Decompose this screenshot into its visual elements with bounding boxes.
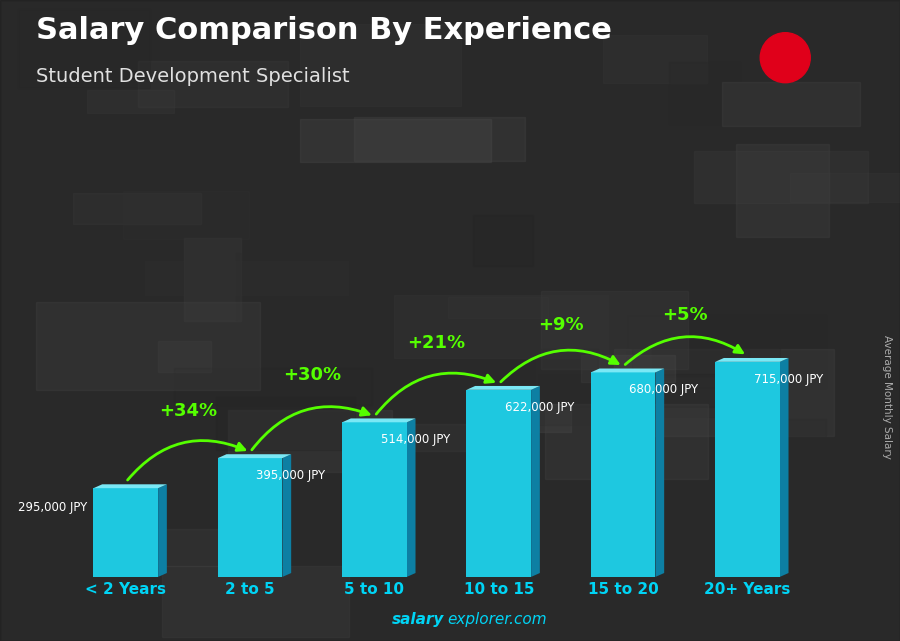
Bar	[633, 346, 779, 376]
Bar	[139, 62, 288, 107]
Circle shape	[760, 33, 810, 83]
Bar	[123, 191, 248, 239]
Bar	[154, 529, 284, 566]
Polygon shape	[342, 419, 416, 422]
Text: explorer.com: explorer.com	[447, 612, 547, 627]
Text: Average Monthly Salary: Average Monthly Salary	[881, 335, 892, 460]
Bar	[614, 349, 833, 437]
Bar	[544, 404, 708, 479]
Polygon shape	[590, 372, 655, 577]
Bar	[87, 90, 174, 113]
Polygon shape	[779, 358, 788, 577]
Bar	[301, 119, 490, 162]
Bar	[736, 144, 829, 237]
Polygon shape	[531, 386, 540, 577]
Text: salary: salary	[392, 612, 444, 627]
Bar	[174, 368, 373, 405]
Polygon shape	[218, 458, 283, 577]
Text: 295,000 JPY: 295,000 JPY	[18, 501, 87, 515]
Polygon shape	[342, 422, 407, 577]
Text: +5%: +5%	[662, 306, 708, 324]
Bar	[216, 397, 355, 450]
Polygon shape	[590, 369, 664, 372]
Bar	[790, 173, 900, 202]
Text: 622,000 JPY: 622,000 JPY	[505, 401, 574, 413]
Bar	[580, 355, 675, 382]
Polygon shape	[407, 419, 416, 577]
Text: +34%: +34%	[159, 402, 217, 420]
Polygon shape	[466, 390, 531, 577]
Bar	[394, 295, 608, 358]
Text: 680,000 JPY: 680,000 JPY	[629, 383, 698, 396]
Bar	[473, 215, 534, 266]
Text: +9%: +9%	[538, 316, 584, 334]
Bar	[538, 374, 730, 406]
Bar	[652, 345, 749, 417]
Text: 715,000 JPY: 715,000 JPY	[753, 372, 823, 386]
Polygon shape	[716, 358, 788, 362]
Text: +21%: +21%	[408, 333, 465, 351]
Text: Student Development Specialist: Student Development Specialist	[36, 67, 349, 87]
Bar	[301, 24, 461, 106]
Polygon shape	[466, 386, 540, 390]
Bar	[228, 410, 392, 472]
Text: 514,000 JPY: 514,000 JPY	[381, 433, 450, 446]
Bar	[670, 62, 740, 124]
Bar	[759, 419, 826, 502]
Bar	[694, 151, 868, 203]
Bar	[400, 424, 471, 451]
Polygon shape	[655, 369, 664, 577]
Bar	[184, 238, 240, 321]
Bar	[145, 261, 347, 296]
Text: Salary Comparison By Experience: Salary Comparison By Experience	[36, 16, 612, 45]
Bar	[510, 404, 572, 432]
Bar	[36, 302, 260, 390]
Text: +30%: +30%	[284, 366, 341, 384]
Polygon shape	[94, 485, 166, 488]
Text: 395,000 JPY: 395,000 JPY	[256, 469, 326, 482]
Bar	[603, 35, 706, 83]
Polygon shape	[283, 454, 292, 577]
Bar	[536, 349, 598, 426]
Bar	[542, 291, 688, 369]
Bar	[354, 117, 525, 161]
Bar	[73, 193, 201, 224]
Bar	[722, 82, 860, 126]
Polygon shape	[158, 485, 166, 577]
Polygon shape	[94, 488, 158, 577]
Bar	[369, 460, 469, 524]
Bar	[236, 253, 327, 344]
Bar	[162, 567, 348, 637]
Bar	[158, 340, 211, 372]
Bar	[448, 297, 548, 319]
Polygon shape	[716, 362, 779, 577]
Bar	[627, 315, 826, 388]
Polygon shape	[218, 454, 292, 458]
Bar	[19, 8, 150, 88]
